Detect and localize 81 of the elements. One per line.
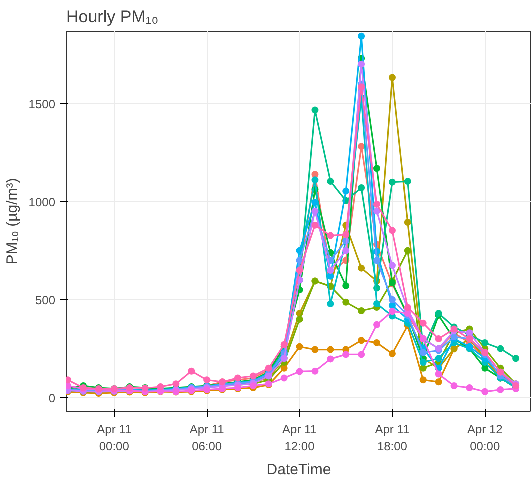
point bbox=[280, 364, 288, 372]
point bbox=[342, 282, 350, 290]
point bbox=[388, 308, 396, 316]
point bbox=[388, 350, 396, 358]
point bbox=[312, 222, 319, 229]
point bbox=[358, 184, 366, 192]
point bbox=[404, 218, 412, 226]
point bbox=[358, 84, 366, 91]
point bbox=[512, 355, 520, 362]
y-axis-title: PM₁₀ (µg/m³) bbox=[4, 178, 21, 265]
chart-title: Hourly PM₁₀ bbox=[66, 8, 159, 26]
y-tick-label: 0 bbox=[48, 391, 56, 406]
point bbox=[497, 386, 504, 394]
point bbox=[312, 346, 319, 354]
y-tick-label: 1000 bbox=[28, 195, 56, 210]
point bbox=[296, 343, 304, 350]
point bbox=[374, 257, 381, 264]
point bbox=[388, 296, 396, 304]
point bbox=[312, 199, 319, 206]
point bbox=[388, 227, 396, 234]
point bbox=[342, 247, 350, 254]
point bbox=[420, 359, 427, 366]
point bbox=[312, 176, 319, 184]
point bbox=[435, 378, 442, 386]
point bbox=[327, 300, 334, 308]
point bbox=[358, 32, 366, 40]
point bbox=[358, 337, 366, 344]
point bbox=[327, 178, 334, 186]
point bbox=[374, 300, 381, 308]
point bbox=[450, 382, 458, 390]
x-axis-title: DateTime bbox=[266, 461, 332, 478]
point bbox=[388, 262, 396, 270]
point bbox=[482, 388, 489, 396]
point bbox=[420, 364, 427, 372]
point bbox=[420, 320, 427, 327]
point bbox=[466, 384, 474, 392]
point bbox=[420, 349, 427, 356]
point bbox=[358, 308, 366, 315]
point bbox=[374, 208, 381, 215]
point bbox=[482, 339, 489, 346]
point bbox=[374, 200, 381, 208]
point bbox=[404, 247, 412, 254]
point bbox=[374, 339, 381, 346]
point bbox=[188, 368, 196, 375]
point bbox=[312, 368, 319, 375]
point bbox=[296, 368, 304, 376]
point bbox=[296, 316, 304, 323]
point bbox=[172, 380, 180, 388]
point bbox=[435, 370, 442, 378]
point bbox=[404, 178, 412, 186]
x-tick-label: Apr 11 00:00 bbox=[97, 422, 132, 454]
point bbox=[342, 231, 350, 238]
y-tick-label: 500 bbox=[35, 293, 56, 308]
x-tick-label: Apr 11 06:00 bbox=[190, 422, 225, 454]
point bbox=[358, 264, 366, 272]
point bbox=[435, 355, 442, 362]
x-tick-label: Apr 11 18:00 bbox=[375, 422, 410, 454]
point bbox=[280, 374, 288, 382]
point bbox=[388, 178, 396, 186]
point bbox=[204, 376, 211, 384]
point bbox=[358, 60, 366, 68]
y-tick-label: 1500 bbox=[28, 97, 56, 112]
point bbox=[374, 321, 381, 328]
point bbox=[327, 356, 334, 363]
point bbox=[358, 143, 366, 150]
x-tick-label: Apr 12 00:00 bbox=[467, 422, 504, 454]
point bbox=[312, 106, 319, 114]
point bbox=[327, 232, 334, 240]
point bbox=[327, 346, 334, 354]
point bbox=[358, 351, 366, 358]
point bbox=[374, 165, 381, 172]
point bbox=[388, 74, 396, 82]
point bbox=[420, 376, 427, 384]
point bbox=[482, 364, 489, 372]
point bbox=[342, 351, 350, 358]
point bbox=[342, 188, 350, 195]
x-tick-label: Apr 11 12:00 bbox=[282, 422, 318, 454]
point bbox=[327, 272, 334, 280]
point bbox=[342, 298, 350, 306]
point bbox=[435, 336, 442, 343]
point bbox=[497, 345, 504, 352]
